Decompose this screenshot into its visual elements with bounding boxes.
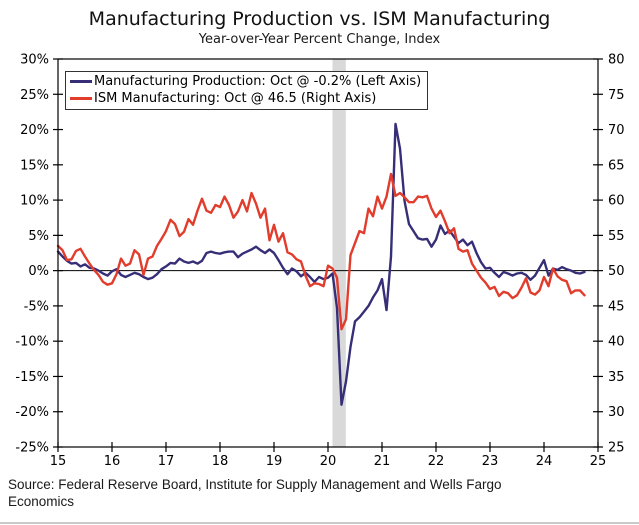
left-axis-tick-label: 30% bbox=[20, 53, 49, 68]
source-attribution: Source: Federal Reserve Board, Institute… bbox=[8, 477, 502, 509]
right-axis-tick-label: 45 bbox=[608, 299, 625, 314]
left-axis-tick-label: 20% bbox=[20, 123, 49, 138]
left-axis-tick-label: -15% bbox=[15, 370, 49, 385]
series-line-manufacturing-production bbox=[56, 122, 586, 406]
left-axis-tick-label: -25% bbox=[15, 441, 49, 456]
left-axis-tick-label: 25% bbox=[20, 88, 49, 103]
navy-line-swatch-icon bbox=[70, 80, 92, 83]
recession-band bbox=[332, 59, 346, 447]
bottom-divider bbox=[0, 522, 639, 524]
chart-title: Manufacturing Production vs. ISM Manufac… bbox=[88, 8, 551, 30]
x-axis-tick-label: 18 bbox=[212, 454, 229, 469]
left-axis-tick-label: -5% bbox=[24, 299, 49, 314]
line-chart: 30% 25% 20% 15% 10% 5% 0% -5% -10% -15% -20% -25% 80… bbox=[15, 53, 625, 470]
series-line-ism-manufacturing bbox=[56, 172, 586, 331]
right-axis-tick-label: 60 bbox=[608, 194, 625, 209]
right-axis-tick-label: 55 bbox=[608, 229, 625, 244]
left-axis-tick-label: 15% bbox=[20, 158, 49, 173]
x-axis-tick-label: 22 bbox=[428, 454, 445, 469]
legend-item-manufacturing-production: Manufacturing Production: Oct @ -0.2% (L… bbox=[70, 73, 421, 90]
legend-label: ISM Manufacturing: Oct @ 46.5 (Right Axi… bbox=[94, 91, 377, 106]
x-axis-tick-label: 21 bbox=[374, 454, 391, 469]
x-axis-tick-label: 17 bbox=[158, 454, 175, 469]
right-axis-tick-label: 50 bbox=[608, 264, 625, 279]
x-axis-tick-label: 23 bbox=[482, 454, 499, 469]
left-axis-tick-label: 5% bbox=[28, 229, 49, 244]
left-axis-tick-label: -20% bbox=[15, 405, 49, 420]
x-axis-tick-label: 15 bbox=[50, 454, 67, 469]
left-axis-tick-label: 10% bbox=[20, 194, 49, 209]
right-axis-tick-label: 30 bbox=[608, 405, 625, 420]
legend-label: Manufacturing Production: Oct @ -0.2% (L… bbox=[94, 74, 422, 89]
left-axis-tick-label: 0% bbox=[28, 264, 49, 279]
x-axis-tick-label: 19 bbox=[266, 454, 283, 469]
red-line-swatch-icon bbox=[70, 97, 92, 100]
right-axis-tick-label: 40 bbox=[608, 335, 625, 350]
left-axis-tick-label: -10% bbox=[15, 335, 49, 350]
x-axis-tick-label: 16 bbox=[104, 454, 121, 469]
right-axis-tick-label: 65 bbox=[608, 158, 625, 173]
chart-header: Manufacturing Production vs. ISM Manufac… bbox=[0, 0, 639, 49]
legend-item-ism-manufacturing: ISM Manufacturing: Oct @ 46.5 (Right Axi… bbox=[70, 90, 421, 107]
x-axis-tick-label: 20 bbox=[320, 454, 337, 469]
chart-area: 30% 25% 20% 15% 10% 5% 0% -5% -10% -15% -20% -25% 80… bbox=[0, 49, 639, 471]
legend: Manufacturing Production: Oct @ -0.2% (L… bbox=[65, 71, 429, 110]
right-axis-tick-label: 80 bbox=[608, 53, 625, 68]
right-axis-tick-label: 25 bbox=[608, 441, 625, 456]
right-axis-tick-label: 70 bbox=[608, 123, 625, 138]
right-axis-tick-label: 35 bbox=[608, 370, 625, 385]
chart-subtitle: Year-over-Year Percent Change, Index bbox=[198, 32, 441, 47]
x-axis-tick-label: 24 bbox=[536, 454, 553, 469]
right-axis-tick-label: 75 bbox=[608, 88, 625, 103]
x-axis-tick-label: 25 bbox=[590, 454, 607, 469]
